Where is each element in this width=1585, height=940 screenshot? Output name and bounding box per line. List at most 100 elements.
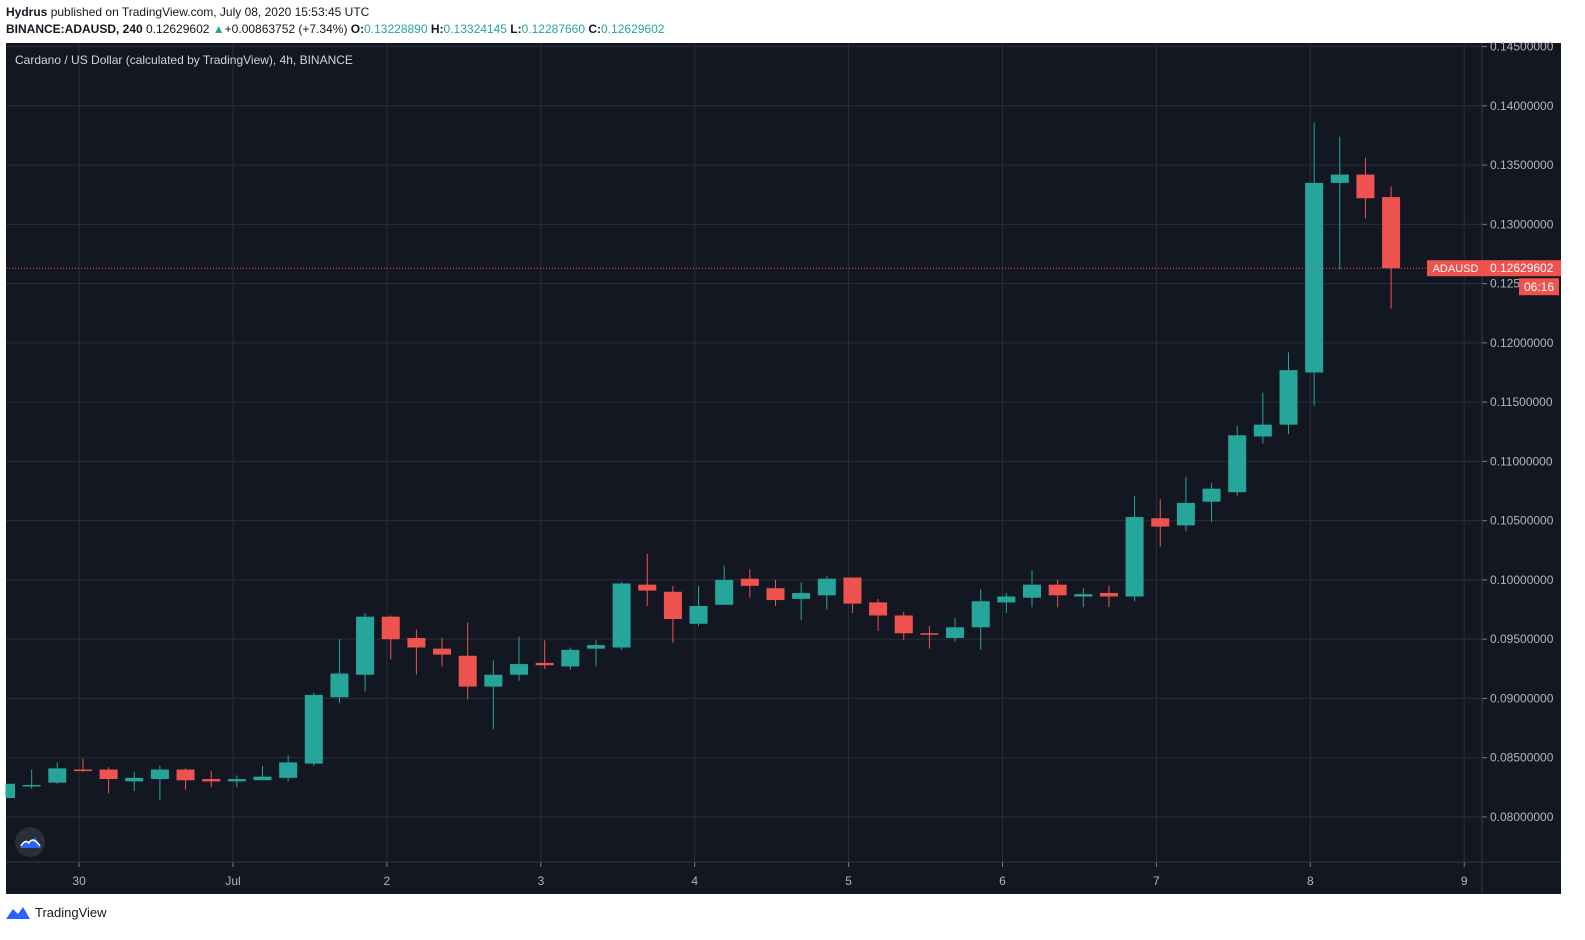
candle[interactable] bbox=[253, 765, 272, 781]
candle[interactable] bbox=[227, 775, 246, 788]
candle[interactable] bbox=[176, 768, 195, 790]
candle[interactable] bbox=[843, 577, 862, 614]
candle[interactable] bbox=[279, 755, 298, 782]
candle-body bbox=[920, 633, 939, 635]
x-tick-label: 9 bbox=[1461, 874, 1468, 888]
candle-body bbox=[1048, 584, 1067, 596]
candle[interactable] bbox=[458, 622, 477, 700]
candle[interactable] bbox=[1176, 476, 1195, 532]
candle[interactable] bbox=[638, 553, 657, 606]
candle[interactable] bbox=[1048, 579, 1067, 608]
candle[interactable] bbox=[1074, 588, 1093, 608]
candle[interactable] bbox=[1125, 495, 1144, 602]
candle[interactable] bbox=[766, 579, 785, 606]
candle-body bbox=[48, 768, 67, 783]
candle[interactable] bbox=[22, 769, 41, 789]
candle[interactable] bbox=[484, 660, 503, 730]
candle[interactable] bbox=[740, 569, 759, 598]
x-tick-label: 7 bbox=[1153, 874, 1160, 888]
chart-title: Cardano / US Dollar (calculated by Tradi… bbox=[15, 53, 353, 67]
candle-body bbox=[663, 591, 682, 620]
candle[interactable] bbox=[1279, 352, 1298, 435]
symbol-tag: ADAUSD bbox=[1433, 263, 1479, 275]
y-tick-label: 0.08000000 bbox=[1490, 810, 1554, 824]
close-label: C: bbox=[588, 22, 602, 36]
symbol-ohlc-line: BINANCE:ADAUSD, 240 0.12629602 ▲+0.00863… bbox=[6, 22, 664, 36]
candle-body bbox=[304, 694, 323, 764]
symbol-name[interactable]: BINANCE:ADAUSD, 240 bbox=[6, 22, 143, 36]
candle[interactable] bbox=[99, 767, 118, 794]
candle-body bbox=[1151, 518, 1170, 527]
candle[interactable] bbox=[946, 617, 965, 642]
candle-body bbox=[869, 602, 888, 616]
candle[interactable] bbox=[792, 582, 811, 621]
candle[interactable] bbox=[1253, 392, 1272, 444]
footer-brand[interactable]: TradingView bbox=[35, 905, 107, 920]
candle-body bbox=[22, 784, 41, 787]
candle[interactable] bbox=[202, 770, 221, 788]
candle[interactable] bbox=[407, 629, 426, 675]
publish-info: Hydrus published on TradingView.com, Jul… bbox=[6, 5, 369, 19]
y-tick-label: 0.14000000 bbox=[1490, 99, 1554, 113]
candle[interactable] bbox=[1356, 157, 1375, 219]
countdown-timer: 06:16 bbox=[1524, 280, 1554, 294]
up-arrow-icon: ▲ bbox=[212, 22, 225, 36]
candle[interactable] bbox=[535, 640, 554, 669]
candle[interactable] bbox=[304, 692, 323, 766]
candle[interactable] bbox=[817, 576, 836, 610]
candle[interactable] bbox=[356, 613, 375, 692]
candle[interactable] bbox=[125, 771, 144, 791]
x-tick-label: Jul bbox=[225, 874, 240, 888]
candle[interactable] bbox=[689, 585, 708, 627]
candle-body bbox=[99, 769, 118, 780]
candle[interactable] bbox=[586, 640, 605, 667]
symbol-tag-bg bbox=[1427, 260, 1484, 277]
candle[interactable] bbox=[1099, 585, 1118, 608]
candle[interactable] bbox=[330, 639, 349, 704]
candle[interactable] bbox=[5, 783, 15, 798]
candle[interactable] bbox=[971, 589, 990, 650]
candle[interactable] bbox=[663, 585, 682, 643]
candle[interactable] bbox=[73, 758, 92, 772]
candle-body bbox=[1279, 370, 1298, 425]
candle[interactable] bbox=[1202, 482, 1221, 522]
candle[interactable] bbox=[715, 565, 734, 605]
candle-body bbox=[176, 769, 195, 781]
candle-body bbox=[612, 583, 631, 648]
candle[interactable] bbox=[612, 582, 631, 650]
candle[interactable] bbox=[1151, 499, 1170, 547]
candle-body bbox=[356, 616, 375, 675]
candle[interactable] bbox=[381, 615, 400, 660]
candle-body bbox=[1330, 174, 1349, 183]
candle[interactable] bbox=[150, 765, 169, 801]
tradingview-logo-icon[interactable] bbox=[6, 906, 30, 920]
candle[interactable] bbox=[894, 611, 913, 641]
x-tick-label: 6 bbox=[999, 874, 1006, 888]
candle-body bbox=[458, 655, 477, 687]
candle[interactable] bbox=[1305, 122, 1324, 406]
last-price: 0.12629602 bbox=[146, 22, 210, 36]
high-label: H: bbox=[430, 22, 444, 36]
candle-body bbox=[1253, 424, 1272, 437]
tradingview-watermark-icon[interactable] bbox=[15, 827, 45, 857]
candle[interactable] bbox=[1228, 425, 1247, 496]
x-tick-label: 4 bbox=[691, 874, 698, 888]
author-name[interactable]: Hydrus bbox=[6, 5, 48, 19]
candle-body bbox=[407, 637, 426, 648]
candle[interactable] bbox=[920, 626, 939, 649]
candle[interactable] bbox=[48, 762, 67, 784]
candle[interactable] bbox=[561, 647, 580, 670]
high-value: 0.13324145 bbox=[443, 22, 507, 36]
candles-layer[interactable] bbox=[5, 122, 1401, 801]
candle[interactable] bbox=[1382, 186, 1401, 309]
candle[interactable] bbox=[433, 637, 452, 667]
candle[interactable] bbox=[869, 598, 888, 631]
candle[interactable] bbox=[1330, 136, 1349, 270]
candle[interactable] bbox=[510, 636, 528, 681]
candle-body bbox=[894, 615, 913, 634]
time-axis[interactable]: 30 Jul 2 3 4 5 6 7 8 9 bbox=[72, 862, 1468, 888]
candle[interactable] bbox=[997, 592, 1016, 614]
x-tick-label: 5 bbox=[845, 874, 852, 888]
candle[interactable] bbox=[1023, 570, 1041, 608]
